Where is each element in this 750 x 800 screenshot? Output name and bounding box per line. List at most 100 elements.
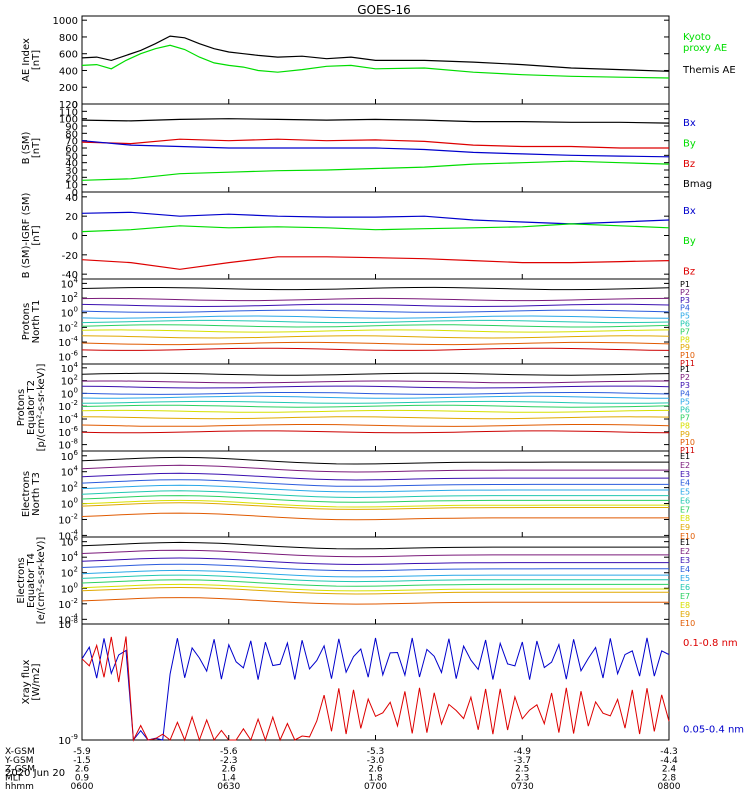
y-tick-label: 104 [61,276,79,290]
channel-label: E4 [680,565,690,574]
channel-label: P6 [680,406,690,415]
y-tick-exponent: 2 [74,481,78,489]
channel-line [81,490,669,499]
x-row-value: 1.8 [368,773,383,783]
x-row-value: -4.3 [660,747,678,757]
panel-ae: 0 200 400 600 800 1000 AE Index[nT] Kyotoproxy … [21,15,736,111]
y-axis-label: ElectronsNorth T3 [21,471,42,517]
y-tick-label: 1000 [53,16,78,27]
y-tick-label: 10-4 [58,335,78,349]
y-axis-label-line: B (SM)-IGRF (SM) [21,193,32,279]
y-tick-label: 106 [61,535,79,549]
channel-label: P6 [680,320,690,329]
x-row-value: 2.6 [222,765,237,775]
legend-label: Bz [683,159,695,170]
channel-line [81,579,669,587]
channel-label: E5 [680,488,690,497]
y-axis-label-line: Xray flux [21,660,32,705]
y-tick-label: 120 [59,100,78,111]
channel-line [81,574,669,583]
y-tick-exponent: 4 [74,550,79,558]
channel-line [81,569,669,578]
y-tick-exponent: 6 [74,449,79,457]
channel-label: P4 [680,389,690,398]
xray-long-line [81,636,670,742]
x-row-label: hhmm [5,782,34,792]
y-tick-label: 10-2 [58,320,78,334]
y-tick-exponent: -8 [71,617,78,625]
y-tick-label: 10-8 [58,617,78,631]
x-row-value: 2.3 [515,773,529,783]
channel-line [81,484,669,493]
channel-line [81,495,669,503]
x-row-value: 2.4 [662,765,677,775]
y-tick-exponent: 0 [74,306,78,314]
y-axis-label-line: Electrons [16,557,27,603]
y-axis-label-line: North T1 [31,300,42,344]
channel-line [81,380,669,384]
y-axis-label-line: B (SM) [21,131,32,164]
y-tick-label: 400 [59,66,78,77]
x-row-value: -5.9 [73,747,91,757]
channel-line [81,324,670,328]
y-tick-label: 104 [61,465,79,479]
channel-label: E1 [680,538,690,547]
channel-line [81,456,669,465]
y-tick-label: 104 [61,550,79,564]
series-line [81,138,669,149]
x-row-value: -3.0 [367,756,385,766]
xray-short-line [81,637,670,742]
channel-line [81,424,670,427]
y-tick-label: 20 [65,212,78,223]
series-line [81,35,670,72]
y-tick-exponent: -6 [71,350,79,358]
y-axis-label: ProtonsEquator T2[p/(cm²-s-sr-keV)] [16,364,47,452]
channel-label: P4 [680,304,690,313]
series-line [81,118,670,124]
x-row-value: 2.6 [75,765,90,775]
channel-line [81,297,670,302]
channel-line [81,557,669,566]
channel-label: E10 [680,532,695,541]
y-tick-exponent: -2 [71,320,78,328]
series-line [81,160,670,181]
series-line [81,223,670,233]
y-tick-exponent: 4 [74,276,79,284]
x-row-value: 0800 [658,782,681,792]
y-tick-label: 80 [65,129,78,140]
y-tick-exponent: 4 [74,465,79,473]
y-tick-label: 40 [65,159,78,170]
y-tick-label: 30 [65,166,78,177]
channel-line [81,499,669,508]
y-tick-exponent: -4 [71,612,79,620]
channel-label: E4 [680,479,690,488]
channel-line [81,472,669,481]
y-tick-exponent: 0 [74,497,78,505]
channel-label: P2 [680,373,690,382]
x-row-value: -4.4 [660,756,678,766]
channel-label: E6 [680,583,690,592]
channel-line [81,286,670,291]
x-row-value: 1.4 [222,773,237,783]
channel-line [81,392,670,395]
channel-label: P3 [680,296,690,305]
channel-line [81,549,669,558]
y-axis-label: B (SM)[nT] [21,131,42,164]
channel-line [81,416,670,420]
channel-label: P1 [680,365,690,374]
channel-line [81,303,670,308]
x-row-value: 0.9 [75,773,90,783]
channel-label: P5 [680,312,690,321]
channel-label: P7 [680,327,690,336]
series-line [81,211,670,225]
plot-title: GOES-16 [357,3,411,17]
y-axis-label-line: Electrons [21,471,32,517]
legend-label: By [683,138,696,149]
y-tick-label: 40 [65,193,78,204]
channel-label: P11 [680,446,695,455]
channel-line [81,583,669,592]
